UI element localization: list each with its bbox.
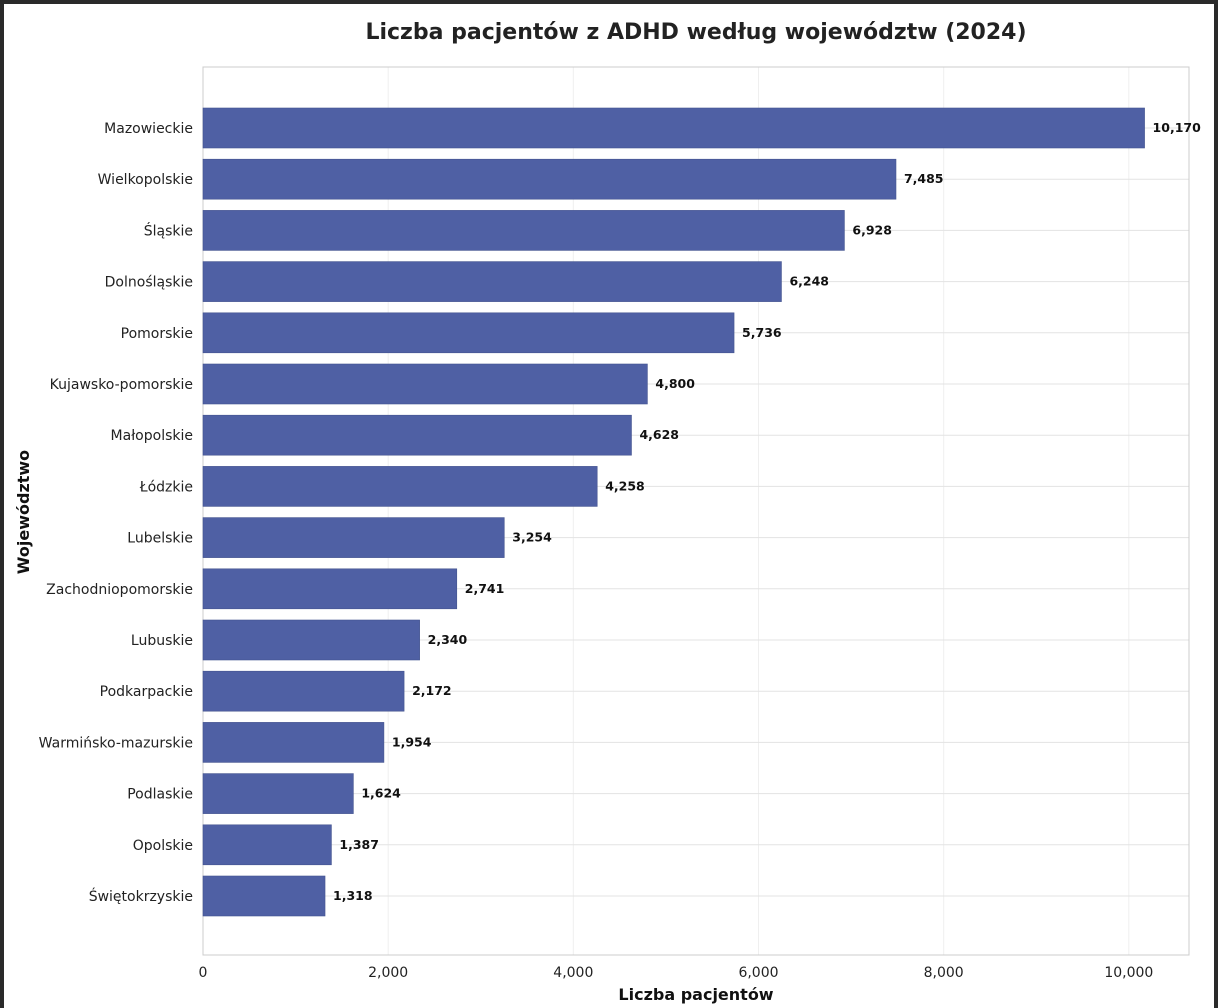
value-label: 1,624 [361, 786, 401, 801]
value-label: 10,170 [1153, 120, 1202, 135]
value-label: 1,387 [339, 837, 379, 852]
value-label: 4,258 [605, 478, 645, 493]
category-labels: Mazowieckie Wielkopolskie Śląskie Dolnośląs… [39, 121, 193, 905]
x-tick-label: 6,000 [738, 965, 778, 981]
category-label: Kujawsko-pomorskie [50, 377, 193, 393]
category-label: Warmińsko-mazurskie [39, 735, 193, 751]
category-label: Mazowieckie [104, 121, 193, 137]
category-label: Łódzkie [139, 479, 193, 495]
x-axis-label: Liczba pacjentów [618, 985, 773, 1004]
x-tick-label: 10,000 [1104, 965, 1153, 981]
bar [202, 312, 735, 354]
bar [202, 107, 1145, 149]
category-label: Podlaskie [127, 787, 193, 803]
x-tick-label: 0 [199, 965, 208, 981]
x-tick-label: 2,000 [368, 965, 408, 981]
value-label: 4,628 [639, 427, 679, 442]
y-axis-label: Województwo [14, 450, 33, 574]
bar [202, 210, 845, 251]
bar [202, 824, 332, 866]
x-tick-labels: 0 2,000 4,000 6,000 8,000 10,000 [199, 965, 1154, 981]
category-label: Wielkopolskie [98, 172, 193, 188]
bars [202, 107, 1145, 917]
value-label: 3,254 [512, 530, 552, 545]
bar [202, 363, 648, 405]
category-label: Świętokrzyskie [89, 887, 193, 905]
category-label: Zachodniopomorskie [46, 582, 193, 598]
x-tick-label: 4,000 [553, 965, 593, 981]
bar [202, 568, 458, 610]
bar [202, 466, 598, 507]
category-label: Lubelskie [127, 531, 193, 547]
bar [202, 414, 632, 456]
category-label: Opolskie [133, 838, 193, 854]
value-label: 5,736 [742, 325, 782, 340]
category-label: Małopolskie [111, 428, 193, 444]
plot-area-frame [202, 66, 1190, 956]
value-label: 2,741 [465, 581, 505, 596]
bar [202, 517, 505, 558]
value-label: 2,172 [412, 683, 452, 698]
grid-lines [203, 67, 1189, 955]
bar [202, 773, 354, 814]
bar [202, 619, 420, 661]
value-label: 2,340 [428, 632, 468, 647]
value-label: 1,318 [333, 888, 373, 903]
value-label: 6,248 [789, 274, 829, 289]
value-label: 4,800 [655, 376, 695, 391]
bar [202, 875, 326, 917]
bar [202, 722, 385, 763]
x-tick-label: 8,000 [924, 965, 964, 981]
chart-title: Liczba pacjentów z ADHD według województ… [365, 20, 1026, 45]
category-label: Śląskie [144, 221, 193, 239]
bar [202, 670, 405, 712]
value-label: 6,928 [852, 222, 892, 237]
value-label: 7,485 [904, 171, 944, 186]
category-label: Dolnośląskie [105, 275, 193, 291]
category-label: Pomorskie [121, 326, 193, 342]
category-label: Podkarpackie [100, 684, 193, 700]
value-label: 1,954 [392, 734, 432, 749]
category-label: Lubuskie [131, 633, 193, 649]
bar [202, 158, 897, 200]
value-labels: 10,170 7,485 6,928 6,248 5,736 4,800 4,628 4,25… [333, 120, 1201, 903]
bar [202, 261, 782, 302]
